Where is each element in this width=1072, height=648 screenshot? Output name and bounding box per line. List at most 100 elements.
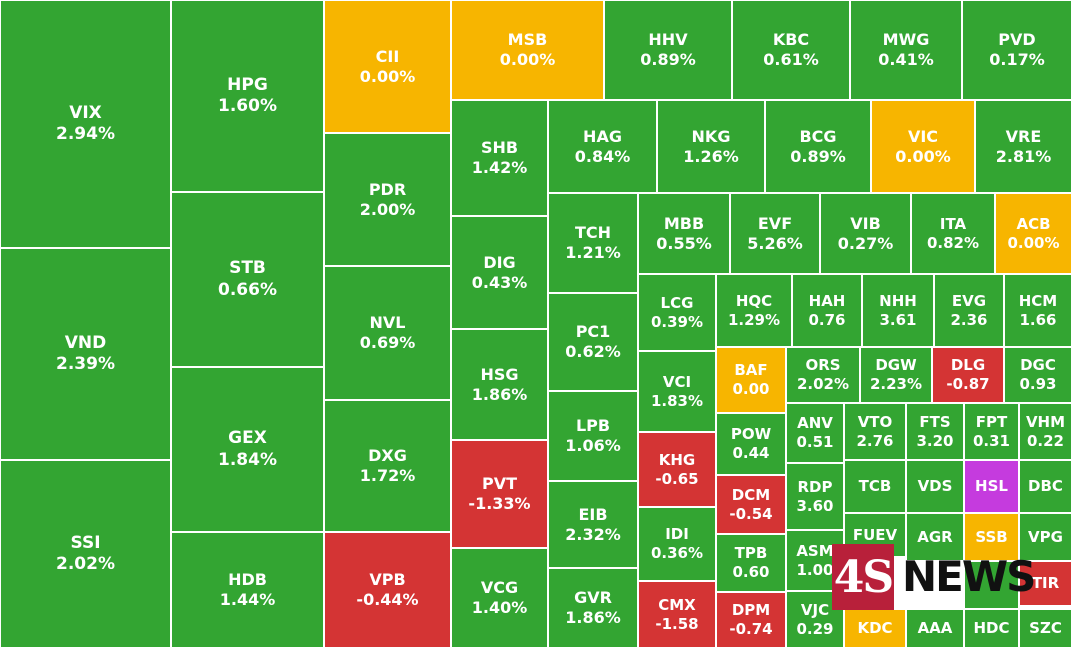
tile-change: 0.89% xyxy=(640,50,696,69)
tile-hcm[interactable]: HCM 1.66 xyxy=(1004,274,1072,347)
tile-kdc[interactable]: KDC xyxy=(844,609,906,648)
tile-mwg[interactable]: MWG 0.41% xyxy=(850,0,962,100)
tile-change: 0.00% xyxy=(895,146,951,166)
tile-evg[interactable]: EVG 2.36 xyxy=(934,274,1004,347)
tile-symbol: LCG xyxy=(660,293,694,312)
tile-pc1[interactable]: PC1 0.62% xyxy=(548,293,638,391)
tile-symbol: NHH xyxy=(879,291,917,310)
tile-asm[interactable]: ASM 1.00 xyxy=(786,530,844,591)
tile-vjc[interactable]: VJC 0.29 xyxy=(786,591,844,648)
tile-fpt[interactable]: FPT 0.31 xyxy=(964,403,1019,460)
tile-idi[interactable]: IDI 0.36% xyxy=(638,507,716,581)
tile-acb[interactable]: ACB 0.00% xyxy=(995,193,1072,274)
tile-baf[interactable]: BAF 0.00 xyxy=(716,347,786,413)
tile-symbol: DLG xyxy=(950,356,986,375)
tile-vds[interactable]: VDS xyxy=(906,460,964,513)
tile-khg[interactable]: KHG -0.65 xyxy=(638,432,716,507)
tile-eib[interactable]: EIB 2.32% xyxy=(548,481,638,568)
tile-cii[interactable]: CII 0.00% xyxy=(324,0,451,133)
tile-bcg[interactable]: BCG 0.89% xyxy=(765,100,871,193)
tile-dlg[interactable]: DLG -0.87 xyxy=(932,347,1004,403)
tile-tir[interactable]: TIR xyxy=(1019,561,1072,606)
tile-ssi[interactable]: SSI 2.02% xyxy=(0,460,171,648)
tile-hpg[interactable]: HPG 1.60% xyxy=(171,0,324,192)
tile-pvt[interactable]: PVT -1.33% xyxy=(451,440,548,548)
tile-aaa[interactable]: AAA xyxy=(906,609,964,648)
tile-vnd[interactable]: VND 2.39% xyxy=(0,248,171,460)
tile-symbol: VRE xyxy=(1005,126,1042,146)
tile-symbol: FPT xyxy=(975,412,1008,431)
tile-hsg[interactable]: HSG 1.86% xyxy=(451,329,548,440)
tile-vib[interactable]: VIB 0.27% xyxy=(820,193,911,274)
tile-change: 1.72% xyxy=(359,466,416,485)
tile-rdp[interactable]: RDP 3.60 xyxy=(786,463,844,530)
tile-change: 1.21% xyxy=(565,243,621,262)
tile-vpb[interactable]: VPB -0.44% xyxy=(324,532,451,648)
tile-fts[interactable]: FTS 3.20 xyxy=(906,403,964,460)
tile-vic[interactable]: VIC 0.00% xyxy=(871,100,975,193)
tile-pvd[interactable]: PVD 0.17% xyxy=(962,0,1072,100)
tile-change: 1.83% xyxy=(650,391,704,410)
tile-szc[interactable]: SZC xyxy=(1019,609,1072,648)
tile-ssb[interactable]: SSB xyxy=(964,513,1019,561)
tile-dcm[interactable]: DCM -0.54 xyxy=(716,475,786,534)
tile-nkg[interactable]: NKG 1.26% xyxy=(657,100,765,193)
tile-dpm[interactable]: DPM -0.74 xyxy=(716,592,786,648)
tile-vpg[interactable]: VPG xyxy=(1019,513,1072,561)
tile-vhm[interactable]: VHM 0.22 xyxy=(1019,403,1072,460)
tile-hah[interactable]: HAH 0.76 xyxy=(792,274,862,347)
tile-dgc[interactable]: DGC 0.93 xyxy=(1004,347,1072,403)
tile-vto[interactable]: VTO 2.76 xyxy=(844,403,906,460)
tile-hqc[interactable]: HQC 1.29% xyxy=(716,274,792,347)
tile-pdr[interactable]: PDR 2.00% xyxy=(324,133,451,266)
tile-symbol: DGC xyxy=(1020,356,1056,375)
tile-nhh[interactable]: NHH 3.61 xyxy=(862,274,934,347)
tile-ita[interactable]: ITA 0.82% xyxy=(911,193,995,274)
tile-change: 2.76 xyxy=(856,431,894,450)
tile-hhv[interactable]: HHV 0.89% xyxy=(604,0,732,100)
tile-evf[interactable]: EVF 5.26% xyxy=(730,193,820,274)
tile-blank[interactable] xyxy=(964,561,1019,609)
tile-hdb[interactable]: HDB 1.44% xyxy=(171,532,324,648)
tile-tch[interactable]: TCH 1.21% xyxy=(548,193,638,293)
tile-lpb[interactable]: LPB 1.06% xyxy=(548,391,638,481)
tile-dgw[interactable]: DGW 2.23% xyxy=(860,347,932,403)
tile-tcb[interactable]: TCB xyxy=(844,460,906,513)
tile-change: 3.60 xyxy=(796,496,834,515)
tile-anv[interactable]: ANV 0.51 xyxy=(786,403,844,463)
tile-change: 2.36 xyxy=(950,310,988,329)
tile-agr[interactable]: AGR xyxy=(906,513,964,561)
tile-vcg[interactable]: VCG 1.40% xyxy=(451,548,548,648)
tile-symbol: CMX xyxy=(658,595,696,614)
tile-ors[interactable]: ORS 2.02% xyxy=(786,347,860,403)
tile-vix[interactable]: VIX 2.94% xyxy=(0,0,171,248)
tile-tpb[interactable]: TPB 0.60 xyxy=(716,534,786,592)
tile-cmx[interactable]: CMX -1.58 xyxy=(638,581,716,648)
tile-pow[interactable]: POW 0.44 xyxy=(716,413,786,475)
tile-change: 2.32% xyxy=(565,524,621,544)
tile-change: 2.23% xyxy=(869,375,923,393)
tile-mbb[interactable]: MBB 0.55% xyxy=(638,193,730,274)
tile-nvl[interactable]: NVL 0.69% xyxy=(324,266,451,400)
tile-hsl[interactable]: HSL xyxy=(964,460,1019,513)
tile-change: 0.66% xyxy=(218,279,277,300)
tile-dbc[interactable]: DBC xyxy=(1019,460,1072,513)
tile-dxg[interactable]: DXG 1.72% xyxy=(324,400,451,532)
tile-fuev[interactable]: FUEV xyxy=(844,513,906,557)
tile-kbc[interactable]: KBC 0.61% xyxy=(732,0,850,100)
tile-stb[interactable]: STB 0.66% xyxy=(171,192,324,367)
tile-change: 1.00 xyxy=(796,560,834,579)
tile-dig[interactable]: DIG 0.43% xyxy=(451,216,548,329)
tile-gex[interactable]: GEX 1.84% xyxy=(171,367,324,532)
tile-hag[interactable]: HAG 0.84% xyxy=(548,100,657,193)
tile-symbol: HHV xyxy=(648,30,688,49)
tile-gvr[interactable]: GVR 1.86% xyxy=(548,568,638,648)
tile-lcg[interactable]: LCG 0.39% xyxy=(638,274,716,351)
tile-symbol: ACB xyxy=(1016,214,1051,233)
tile-msb[interactable]: MSB 0.00% xyxy=(451,0,604,100)
tile-vre[interactable]: VRE 2.81% xyxy=(975,100,1072,193)
tile-hdc[interactable]: HDC xyxy=(964,609,1019,648)
tile-change: 0.84% xyxy=(574,146,631,166)
tile-shb[interactable]: SHB 1.42% xyxy=(451,100,548,216)
tile-vci[interactable]: VCI 1.83% xyxy=(638,351,716,432)
